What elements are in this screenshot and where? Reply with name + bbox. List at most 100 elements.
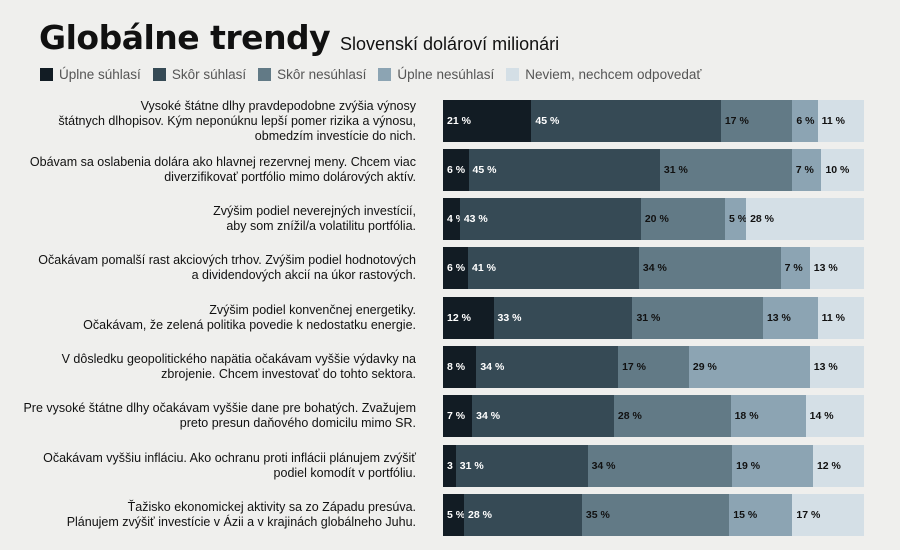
- stacked-bar: 4 % 43 % 20 % 5 % 28 %: [443, 198, 864, 240]
- category-label: Zvýšim podiel neverejných investícií, aby…: [0, 204, 416, 234]
- stacked-bar: 8 % 34 % 17 % 29 % 13 %: [443, 346, 864, 388]
- data-label: 6 %: [447, 262, 466, 274]
- bar-segment: 31 %: [659, 149, 792, 191]
- data-label: 45 %: [472, 164, 497, 176]
- bar-segment: 8 %: [443, 346, 477, 388]
- category-label: Vysoké štátne dlhy pravdepodobne zvýšia …: [0, 99, 416, 144]
- category-label-line: Vysoké štátne dlhy pravdepodobne zvýšia …: [140, 98, 416, 113]
- bar-segment: 13 %: [762, 297, 818, 339]
- data-label: 17 %: [724, 115, 749, 127]
- bar-segment: 11 %: [817, 100, 864, 142]
- category-label: Očakávam vyššiu infláciu. Ako ochranu pr…: [0, 451, 416, 481]
- bar-segment: 41 %: [468, 247, 639, 289]
- legend-label: Skôr súhlasí: [171, 67, 247, 82]
- chart-title: Globálne trendy: [39, 18, 331, 57]
- data-label: 18 %: [734, 410, 759, 422]
- data-label: 12 %: [816, 460, 841, 472]
- bar-segment: 18 %: [730, 395, 806, 437]
- legend-label: Neviem, nechcem odpovedať: [525, 67, 702, 82]
- bar-segment: 35 %: [581, 494, 730, 536]
- legend-label: Skôr nesúhlasí: [277, 67, 367, 82]
- data-label: 34 %: [591, 460, 616, 472]
- data-label: 5 %: [729, 213, 748, 225]
- category-label-line: preto presun daňového domicilu mimo SR.: [179, 416, 416, 430]
- data-label: 13 %: [766, 312, 791, 324]
- data-label: 33 %: [497, 312, 522, 324]
- data-label: 7 %: [447, 410, 466, 422]
- category-label-line: Plánujem zvýšiť investície v Ázii a v kr…: [66, 515, 416, 529]
- data-label: 17 %: [622, 361, 646, 373]
- category-label-line: podiel komodít v portfóliu.: [273, 466, 416, 480]
- data-label: 10 %: [825, 164, 850, 176]
- legend-swatch: [506, 68, 520, 81]
- bar-segment: 34 %: [638, 247, 781, 289]
- category-label-line: Očakávam pomalší rast akciových trhov. Z…: [38, 253, 416, 267]
- legend-swatch: [152, 68, 166, 81]
- bar-segment: 12 %: [443, 297, 494, 339]
- category-label-line: štátnych dlhopisov. Kým neponúknu lepší …: [58, 113, 416, 128]
- category-label: Pre vysoké štátne dlhy očakávam vyššie d…: [0, 401, 416, 431]
- stacked-bar: 21 % 45 % 17 % 6 % 11 %: [443, 100, 864, 142]
- legend-swatch: [258, 68, 272, 81]
- category-label-line: a dividendových akcií na úkor rastových.: [191, 268, 416, 282]
- data-label: 43 %: [463, 213, 488, 225]
- category-label-line: Zvýšim podiel neverejných investícií,: [213, 204, 416, 218]
- bar-segment: 13 %: [809, 346, 864, 388]
- data-label: 31 %: [459, 460, 484, 472]
- stacked-bar: 5 % 28 % 35 % 15 % 17 %: [443, 494, 864, 536]
- bar-segment: 31 %: [632, 297, 763, 339]
- category-label-line: Obávam sa oslabenia dolára ako hlavnej r…: [29, 155, 416, 169]
- legend-swatch: [378, 68, 392, 81]
- data-label: 19 %: [736, 460, 761, 472]
- bar-segment: 28 %: [613, 395, 731, 437]
- bar-segment: 13 %: [809, 247, 864, 289]
- legend-label: Úplne súhlasí: [59, 67, 141, 82]
- category-label-line: Očakávam vyššiu infláciu. Ako ochranu pr…: [43, 451, 416, 465]
- legend-swatch: [40, 68, 53, 81]
- bar-segment: 29 %: [688, 346, 810, 388]
- stacked-bar: 7 % 34 % 28 % 18 % 14 %: [443, 395, 864, 437]
- category-label-line: Ťažisko ekonomickej aktivity sa zo Západ…: [127, 500, 416, 514]
- bar-segment: 17 %: [792, 494, 864, 536]
- bar-segment: 15 %: [729, 494, 793, 536]
- bar-segment: 17 %: [618, 346, 689, 388]
- bar-segment: 5 %: [725, 198, 748, 240]
- data-label: 11 %: [821, 312, 846, 324]
- legend: Úplne súhlasí Skôr súhlasí Skôr nesúhlasí Ú…: [40, 67, 713, 82]
- data-label: 28 %: [468, 509, 492, 521]
- bar-segment: 3 %: [443, 445, 465, 487]
- data-label: 7 %: [784, 262, 803, 274]
- bar-segment: 17 %: [720, 100, 793, 142]
- stacked-bar: 6 % 45 % 31 % 7 % 10 %: [443, 149, 864, 191]
- category-label: V dôsledku geopolitického napätia očakáv…: [0, 352, 416, 382]
- data-label: 35 %: [585, 509, 610, 521]
- data-label: 17 %: [796, 509, 821, 521]
- data-label: 12 %: [447, 312, 471, 324]
- bar-segment: 6 %: [792, 100, 818, 142]
- data-label: 13 %: [813, 262, 838, 274]
- stacked-bar: 3 %31 % 34 % 19 % 12 %: [443, 445, 864, 487]
- category-label-line: V dôsledku geopolitického napätia očakáv…: [61, 352, 416, 366]
- bar-segment: 19 %: [732, 445, 813, 487]
- data-label: 15 %: [733, 509, 758, 521]
- category-label: Zvýšim podiel konvenčnej energetiky. Očak…: [0, 303, 416, 333]
- data-label: 14 %: [809, 410, 834, 422]
- bar-segment: 7 %: [791, 149, 822, 191]
- legend-item: Neviem, nechcem odpovedať: [506, 67, 701, 82]
- bar-segment: 34 %: [476, 346, 619, 388]
- stacked-bar: 6 % 41 % 34 % 7 % 13 %: [443, 247, 864, 289]
- data-label: 20 %: [644, 213, 669, 225]
- bar-segment: 10 %: [821, 149, 864, 191]
- data-label: 29 %: [692, 361, 717, 373]
- category-label-line: aby som znížil/a volatilitu portfólia.: [226, 219, 416, 233]
- data-label: 28 %: [750, 213, 775, 225]
- data-label: 6 %: [796, 115, 815, 127]
- bar-segment: 21 %: [443, 100, 532, 142]
- chart-subtitle: Slovenskí dolároví milionári: [340, 34, 560, 54]
- data-label: 28 %: [617, 410, 642, 422]
- bar-segment: 34 %: [472, 395, 614, 437]
- data-label: 34 %: [476, 410, 501, 422]
- bar-segment: 6 %: [443, 149, 469, 191]
- data-label: 34 %: [642, 262, 667, 274]
